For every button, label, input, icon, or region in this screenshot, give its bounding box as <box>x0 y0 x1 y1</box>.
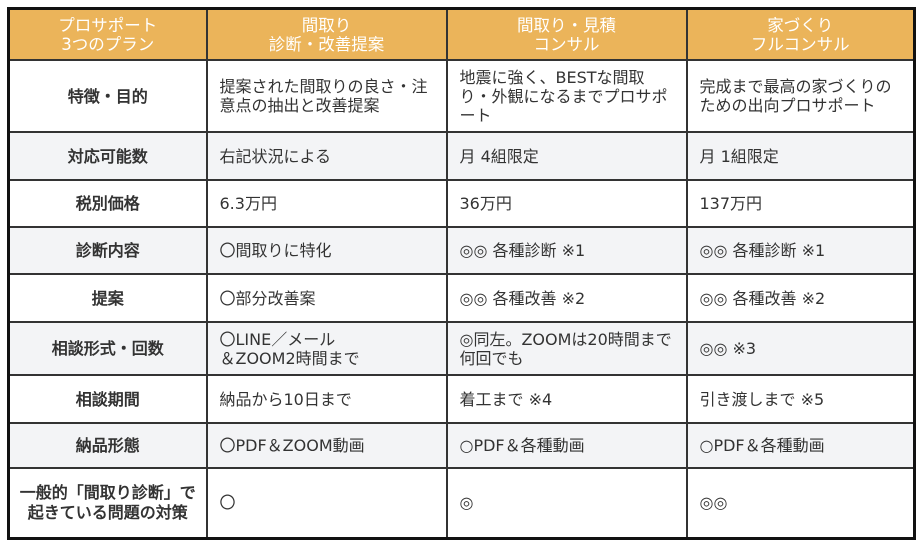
row-label: 特徴・目的 <box>7 59 208 133</box>
table-cell: 〇 <box>205 467 448 539</box>
table-cell: 提案された間取りの良さ・注意点の抽出と改善提案 <box>205 59 448 133</box>
table-row: 対応可能数 右記状況による月 4組限定月 1組限定 <box>7 131 916 181</box>
table-cell: 月 1組限定 <box>685 131 916 181</box>
table-cell: 着工まで ※4 <box>445 374 688 424</box>
row-label: 一般的「間取り診断」で起きている問題の対策 <box>7 467 208 539</box>
table-cell: ◎同左。ZOOMは20時間まで何回でも <box>445 321 688 376</box>
table-row: 提案 〇部分改善案 ◎◎ 各種改善 ※2 ◎◎ 各種改善 ※2 <box>7 273 916 323</box>
table-cell: ◎◎ ※3 <box>685 321 916 376</box>
table-row: 相談期間 納品から10日まで 着工まで ※4 引き渡しまで ※5 <box>7 374 916 424</box>
row-label: 税別価格 <box>7 179 208 228</box>
table-cell: 引き渡しまで ※5 <box>685 374 916 424</box>
table-cell: ◎ <box>445 467 688 539</box>
table-row: 特徴・目的 提案された間取りの良さ・注意点の抽出と改善提案 地震に強く、BESTな間… <box>7 59 916 133</box>
table-cell: 地震に強く、BESTな間取り・外観になるまでプロサポート <box>445 59 688 133</box>
header-plan-1: 間取り 診断・改善提案 <box>205 7 448 61</box>
table-cell: ○PDF＆各種動画 <box>685 422 916 469</box>
table-row: 一般的「間取り診断」で起きている問題の対策〇 ◎ ◎◎ <box>7 467 916 539</box>
table-cell: ◎◎ 各種診断 ※1 <box>445 226 688 275</box>
table-cell: 36万円 <box>445 179 688 228</box>
row-label: 対応可能数 <box>7 131 208 181</box>
table-cell: ◎◎ <box>685 467 916 539</box>
table-cell: ○PDF＆各種動画 <box>445 422 688 469</box>
table-cell: 右記状況による <box>205 131 448 181</box>
row-label: 相談期間 <box>7 374 208 424</box>
row-label: 提案 <box>7 273 208 323</box>
table-cell: 〇間取りに特化 <box>205 226 448 275</box>
table-row: 納品形態 〇PDF＆ZOOM動画 ○PDF＆各種動画 ○PDF＆各種動画 <box>7 422 916 469</box>
table-cell: 〇部分改善案 <box>205 273 448 323</box>
table-cell: ◎◎ 各種改善 ※2 <box>445 273 688 323</box>
table-row: 税別価格 6.3万円 36万円 137万円 <box>7 179 916 228</box>
table-cell: 納品から10日まで <box>205 374 448 424</box>
header-row: プロサポート 3つのプラン 間取り 診断・改善提案 間取り・見積 コンサル 家づくり … <box>7 7 916 61</box>
row-label: 相談形式・回数 <box>7 321 208 376</box>
table-row: 診断内容 〇間取りに特化 ◎◎ 各種診断 ※1 ◎◎ 各種診断 ※1 <box>7 226 916 275</box>
table-row: 相談形式・回数 〇LINE／メール ＆ZOOM2時間まで ◎同左。ZOOMは20時間… <box>7 321 916 376</box>
plan-comparison-table: プロサポート 3つのプラン 間取り 診断・改善提案 間取り・見積 コンサル 家づくり … <box>7 7 916 540</box>
header-plan-2: 間取り・見積 コンサル <box>445 7 688 61</box>
table-cell: 月 4組限定 <box>445 131 688 181</box>
table-cell: 137万円 <box>685 179 916 228</box>
table-cell: 完成まで最高の家づくりのための出向プロサポート <box>685 59 916 133</box>
table-cell: ◎◎ 各種診断 ※1 <box>685 226 916 275</box>
header-plan-3: 家づくり フルコンサル <box>685 7 916 61</box>
table-cell: ◎◎ 各種改善 ※2 <box>685 273 916 323</box>
row-label: 納品形態 <box>7 422 208 469</box>
table-cell: 6.3万円 <box>205 179 448 228</box>
header-plans-label: プロサポート 3つのプラン <box>7 7 208 61</box>
table-cell: 〇PDF＆ZOOM動画 <box>205 422 448 469</box>
row-label: 診断内容 <box>7 226 208 275</box>
table-cell: 〇LINE／メール ＆ZOOM2時間まで <box>205 321 448 376</box>
